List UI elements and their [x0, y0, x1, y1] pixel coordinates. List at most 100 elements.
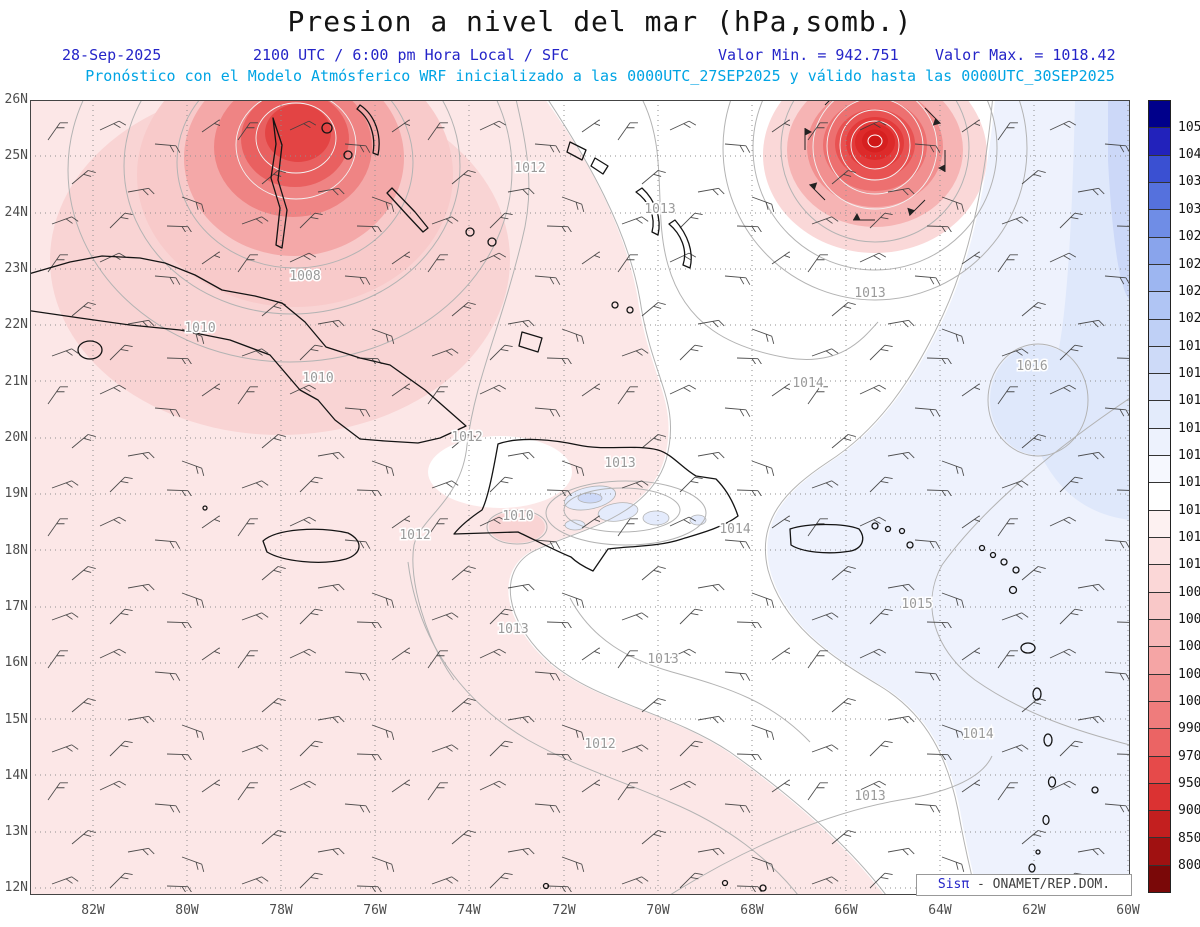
coast-jamaica [262, 528, 360, 563]
contour-labels: 1012 1013 1008 1013 1010 1016 1010 1014 … [183, 160, 1049, 806]
credit-box: Sisπ - ONAMET/REP.DOM. [916, 874, 1132, 896]
max-value-label: Valor Max. = 1018.42 [935, 46, 1116, 64]
coast-lesser-antilles [202, 505, 1099, 892]
lon-axis-label: 72W [552, 903, 576, 918]
colorbar-segment [1149, 837, 1170, 865]
colorbar-tick-label: 1004 [1178, 639, 1200, 654]
lat-axis-label: 26N [4, 92, 28, 107]
lon-axis-label: 62W [1022, 903, 1046, 918]
lat-axis-label: 16N [4, 655, 28, 670]
colorbar-segment [1149, 537, 1170, 565]
lat-axis-label: 18N [4, 543, 28, 558]
lon-axis-label: 80W [175, 903, 199, 918]
colorbar-tick-label: 800 [1178, 858, 1200, 873]
coast-hispaniola [453, 438, 739, 572]
coast-puerto-rico [789, 523, 864, 554]
credit-app: Sisπ [937, 877, 970, 892]
contour-label: 1010 [302, 371, 333, 386]
colorbar-segment [1149, 782, 1170, 811]
contour-label: 1012 [399, 528, 430, 543]
lat-axis-label: 24N [4, 205, 28, 220]
colorbar-segment [1149, 318, 1170, 346]
lat-axis-label: 22N [4, 317, 28, 332]
colorbar-segment [1149, 263, 1170, 292]
lat-axis-label: 12N [4, 880, 28, 895]
contour-label: 1013 [604, 456, 635, 471]
coast-isla-juventud [77, 340, 103, 360]
colorbar-tick-label: 1010 [1178, 557, 1200, 572]
colorbar-tick-label: 1000 [1178, 694, 1200, 709]
colorbar-segment [1149, 755, 1170, 783]
colorbar-tick-label: 1018 [1178, 366, 1200, 381]
contour-label: 1013 [854, 789, 885, 804]
coastlines [24, 104, 1099, 892]
colorbar-segment [1149, 728, 1170, 756]
colorbar [1148, 100, 1171, 893]
lat-axis-label: 15N [4, 712, 28, 727]
coast-cuba [24, 255, 467, 444]
lat-axis-label: 23N [4, 261, 28, 276]
colorbar-segment [1149, 101, 1170, 128]
colorbar-segment [1149, 427, 1170, 456]
colorbar-segment [1149, 455, 1170, 483]
coast-bahamas [270, 104, 692, 353]
lon-axis-label: 68W [740, 903, 764, 918]
colorbar-tick-label: 1019 [1178, 339, 1200, 354]
lat-axis-label: 20N [4, 430, 28, 445]
colorbar-segment [1149, 864, 1170, 893]
colorbar-segment [1149, 810, 1170, 838]
lat-axis-label: 21N [4, 374, 28, 389]
contour-label: 1015 [901, 597, 932, 612]
valid-date: 28-Sep-2025 [62, 46, 162, 64]
contour-label: 1013 [854, 286, 885, 301]
colorbar-segment [1149, 181, 1170, 210]
colorbar-tick-label: 1002 [1178, 667, 1200, 682]
lon-axis-label: 74W [457, 903, 481, 918]
colorbar-tick-label: 1022 [1178, 284, 1200, 299]
colorbar-tick-label: 1014 [1178, 475, 1200, 490]
colorbar-tick-label: 1008 [1178, 585, 1200, 600]
map-frame [30, 100, 1130, 895]
colorbar-tick-label: 990 [1178, 721, 1200, 736]
model-info-line: Pronóstico con el Modelo Atmósferico WRF… [85, 67, 1115, 85]
colorbar-segment [1149, 345, 1170, 374]
contour-label: 1012 [584, 737, 615, 752]
colorbar-segment [1149, 127, 1170, 155]
colorbar-tick-label: 850 [1178, 831, 1200, 846]
colorbar-segment [1149, 400, 1170, 428]
lat-axis-label: 17N [4, 599, 28, 614]
colorbar-tick-label: 1016 [1178, 421, 1200, 436]
colorbar-tick-label: 1017 [1178, 393, 1200, 408]
colorbar-segment [1149, 209, 1170, 237]
lon-axis-label: 76W [363, 903, 387, 918]
colorbar-tick-label: 1020 [1178, 311, 1200, 326]
lon-axis-label: 64W [928, 903, 952, 918]
colorbar-segment [1149, 646, 1170, 674]
lon-axis-label: 70W [646, 903, 670, 918]
map-plot-area: 1012 1013 1008 1013 1010 1016 1010 1014 … [24, 0, 1131, 896]
colorbar-tick-label: 1050 [1178, 120, 1200, 135]
colorbar-segment [1149, 373, 1170, 401]
colorbar-tick-label: 1013 [1178, 503, 1200, 518]
lon-axis-label: 66W [834, 903, 858, 918]
lon-axis-label: 60W [1116, 903, 1140, 918]
colorbar-segment [1149, 591, 1170, 619]
min-value-label: Valor Min. = 942.751 [718, 46, 899, 64]
colorbar-segment [1149, 564, 1170, 592]
colorbar-segment [1149, 291, 1170, 319]
contour-label: 1013 [644, 202, 675, 217]
colorbar-tick-label: 1025 [1178, 257, 1200, 272]
colorbar-tick-label: 1006 [1178, 612, 1200, 627]
colorbar-segment [1149, 509, 1170, 537]
lat-axis-label: 13N [4, 824, 28, 839]
colorbar-segment [1149, 154, 1170, 182]
contour-label: 1013 [647, 652, 678, 667]
lat-axis-label: 19N [4, 486, 28, 501]
colorbar-tick-label: 1012 [1178, 530, 1200, 545]
colorbar-tick-label: 900 [1178, 803, 1200, 818]
contour-label: 1014 [792, 376, 823, 391]
contour-label: 1010 [184, 321, 215, 336]
lat-axis-label: 14N [4, 768, 28, 783]
colorbar-segment [1149, 482, 1170, 510]
